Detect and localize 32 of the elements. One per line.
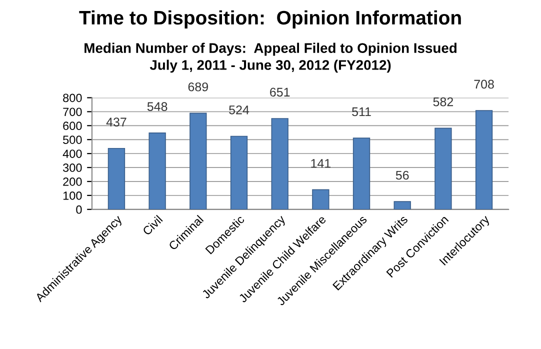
y-tick-label: 700 — [63, 108, 82, 116]
y-tick-label: 100 — [63, 191, 82, 200]
bar — [312, 189, 330, 210]
bar — [271, 118, 288, 210]
y-tick-label: 400 — [62, 150, 82, 158]
chart-title: Time to Disposition: Opinion Information — [79, 10, 461, 28]
y-tick-label: 200 — [63, 178, 82, 186]
data-label: 437 — [106, 118, 126, 126]
data-label: 708 — [474, 80, 494, 89]
x-tick-label: Civil — [142, 214, 163, 236]
data-label: 524 — [229, 105, 250, 114]
y-tick-label: 0 — [76, 205, 82, 214]
data-label: 651 — [270, 88, 290, 97]
data-label: 141 — [311, 159, 330, 168]
y-tick-label: 600 — [63, 122, 82, 130]
data-label: 582 — [433, 97, 453, 106]
data-label: 511 — [352, 107, 371, 116]
bar — [352, 138, 370, 210]
data-label: 56 — [396, 170, 409, 180]
y-tick-label: 800 — [63, 94, 82, 102]
bar — [148, 132, 166, 210]
y-tick-label: 300 — [63, 164, 82, 172]
bar — [190, 112, 207, 210]
bar — [230, 136, 248, 210]
data-label: 548 — [147, 102, 168, 111]
bar — [475, 110, 493, 210]
chart-subtitle: Median Number of Days: Appeal Filed to Opinion Issued July 1, 2011 - June 30, 2012 (FY2012) — [84, 42, 456, 73]
y-tick-label: 500 — [63, 136, 82, 144]
data-label: 689 — [188, 82, 208, 92]
bar — [434, 128, 452, 210]
bar — [108, 148, 126, 210]
bar — [394, 201, 411, 210]
